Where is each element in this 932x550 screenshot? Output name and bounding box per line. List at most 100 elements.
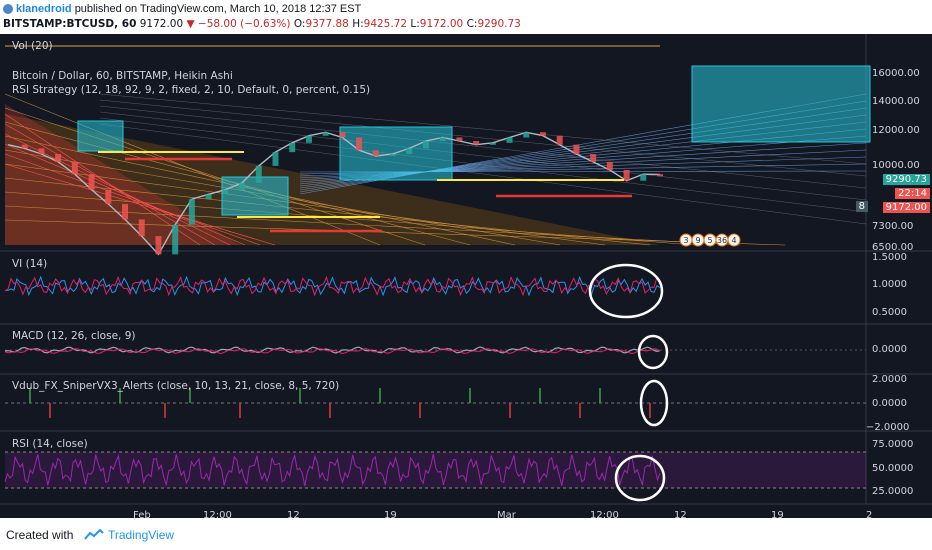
price-change: −58.00 (−0.63%) [197, 18, 291, 30]
vi-plus-line [5, 275, 661, 297]
channel-line [4, 93, 381, 246]
event-badge-label: 5 [707, 236, 712, 245]
candle [590, 154, 597, 162]
annotation-circle [588, 263, 664, 319]
candle [556, 135, 563, 145]
red-channel [5, 104, 240, 245]
candle [172, 224, 179, 255]
candle [456, 137, 463, 142]
macd-tick: 0.0000 [872, 344, 907, 355]
annotation-circle [639, 379, 669, 427]
event-badge-label: 3 [683, 236, 688, 245]
candle [356, 137, 363, 151]
candle [322, 132, 329, 136]
candle [439, 137, 446, 142]
chart-area[interactable]: 3 9 5 36 4 Vol (20) Bitcoin / Dollar, 60, BI… [0, 34, 932, 521]
event-badge-label: 9 [695, 236, 700, 245]
time-tick: 12:00 [590, 510, 619, 521]
macd-pane-title[interactable]: MACD (12, 26, close, 9) [12, 330, 136, 342]
candle [188, 199, 195, 225]
candle [71, 161, 78, 175]
candle [38, 148, 45, 155]
candle [205, 194, 212, 200]
vi-pane-title[interactable]: VI (14) [12, 258, 48, 270]
annotation-circle [614, 454, 666, 502]
low-label: L: [410, 18, 420, 30]
red-channel-line [4, 123, 216, 246]
tradingview-brand[interactable]: TradingView [108, 528, 175, 542]
symbol-label[interactable]: BITSTAMP:BTCUSD, 60 [3, 18, 137, 30]
channel-line [4, 191, 696, 246]
vi-tick: 0.5000 [872, 307, 907, 318]
vol-pane-title[interactable]: Vol (20) [12, 40, 53, 52]
trend-line [99, 93, 867, 165]
time-tick: 12:00 [203, 510, 232, 521]
candle [155, 236, 162, 255]
chart-canvas[interactable]: 3 9 5 36 4 [0, 34, 932, 518]
target-box [77, 120, 124, 152]
rsi-tick: 50.0000 [872, 463, 914, 474]
target-box [691, 65, 871, 143]
red-channel-line [4, 153, 261, 246]
published-text: published on TradingView.com, March 10, … [74, 3, 362, 15]
sniper-pane-title[interactable]: Vdub_FX_SniperVX3_Alerts (close, 10, 13,… [12, 380, 340, 392]
trend-line [99, 111, 867, 201]
open-label: O: [293, 18, 306, 30]
countdown-tag: 22:14 [895, 188, 930, 199]
trend-line [99, 99, 867, 177]
candle [606, 161, 613, 171]
candle [122, 203, 129, 220]
candle [640, 174, 647, 181]
author-avatar[interactable] [3, 4, 13, 14]
close-price-tag: 9290.73 [882, 174, 930, 185]
time-tick: 2 [866, 510, 873, 521]
vi-tick: 1.5000 [872, 252, 907, 263]
strategy-title[interactable]: RSI Strategy (12, 18, 92, 9, 2, fixed, 2… [12, 84, 371, 96]
high-value: 9425.72 [363, 18, 408, 30]
footer: Created with TradingView [0, 518, 932, 550]
time-tick: 12 [674, 510, 687, 521]
vi-minus-line [4, 275, 661, 297]
chart-header: klanedroid published on TradingView.com,… [0, 0, 932, 34]
candle [406, 148, 413, 155]
main-pane-title[interactable]: Bitcoin / Dollar, 60, BITSTAMP, Heikin A… [12, 70, 233, 82]
red-channel-line [4, 163, 276, 246]
trend-line [99, 117, 867, 213]
candle [539, 132, 546, 136]
sniper-tick: 0.0000 [872, 398, 907, 409]
event-badge-label: 4 [731, 236, 736, 245]
channel-line [4, 163, 606, 246]
trend-line [99, 105, 867, 189]
channel-line [4, 219, 786, 246]
time-tick: 19 [771, 510, 784, 521]
candle [657, 174, 663, 177]
macd-signal-line [4, 347, 661, 355]
candle [55, 154, 62, 162]
event-badge-label: 36 [717, 236, 727, 245]
candle [623, 170, 630, 181]
low-price-tag: 9172.00 [882, 202, 930, 213]
candle [523, 132, 530, 138]
target-box [221, 176, 289, 216]
time-tick: 12 [287, 510, 300, 521]
rsi-pane-title[interactable]: RSI (14, close) [12, 438, 88, 450]
time-tick: Mar [497, 510, 516, 521]
down-arrow-icon: ▼ [186, 18, 195, 30]
candle [138, 219, 145, 237]
event-badge [727, 233, 741, 247]
candle [222, 189, 229, 195]
rsi-band [5, 452, 866, 488]
candle [239, 182, 246, 190]
publish-line: klanedroid published on TradingView.com,… [16, 3, 361, 15]
macd-line [4, 346, 661, 354]
last-price: 9172.00 [139, 18, 184, 30]
price-line [7, 131, 661, 256]
close-label: C: [466, 18, 478, 30]
author-link[interactable]: klanedroid [16, 3, 72, 15]
tradingview-logo-icon [84, 529, 104, 540]
sniper-tick: −2.0000 [866, 422, 910, 433]
close-value: 9290.73 [477, 18, 521, 30]
candle [289, 142, 296, 153]
candle [105, 189, 112, 204]
vi-tick: 1.0000 [872, 279, 907, 290]
